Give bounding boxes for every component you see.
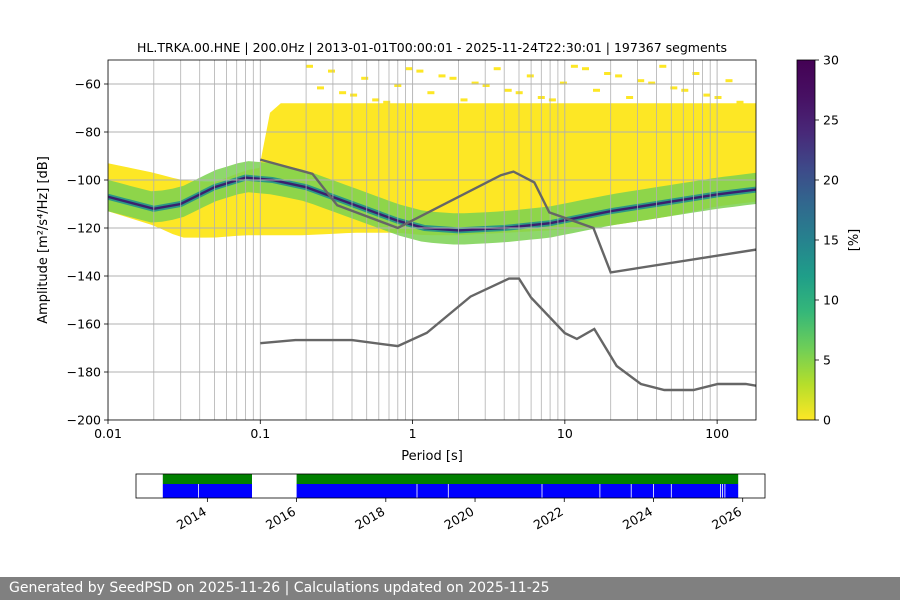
- psd-outlier-cell: [405, 67, 413, 71]
- plot-frame: [107, 59, 757, 421]
- colorbar-tick-label: 30: [823, 53, 839, 68]
- psd-outlier-cell: [438, 74, 446, 78]
- y-tick-label: −60: [75, 77, 101, 92]
- psd-outlier-cell: [339, 91, 347, 95]
- colorbar-label: [%]: [847, 229, 862, 252]
- footer-generated-date: 2025-11-26: [198, 580, 281, 596]
- psd-outlier-cell: [526, 74, 534, 78]
- colorbar-tick-label: 25: [823, 113, 839, 128]
- year-tick-label: 2022: [531, 504, 566, 533]
- grid: [108, 60, 756, 420]
- colorbar: [796, 59, 816, 421]
- psd-outlier-cell: [570, 64, 578, 68]
- psd-outlier-cell: [493, 67, 501, 71]
- availability-bar: [135, 473, 766, 499]
- year-tick-label: 2020: [441, 504, 476, 533]
- availability-segment-top: [162, 474, 252, 484]
- year-tick-label: 2014: [174, 504, 209, 533]
- footer: Generated by SeedPSD on 2025-11-26 | Cal…: [0, 577, 900, 600]
- psd-outlier-cell: [460, 98, 468, 102]
- year-tick-label: 2018: [352, 504, 387, 533]
- x-tick-label: 1: [409, 426, 417, 441]
- psd-outlier-cell: [604, 72, 612, 75]
- psd-outlier-cell: [725, 79, 733, 83]
- footer-generated-prefix: Generated by SeedPSD on: [9, 580, 195, 596]
- psd-outlier-cell: [328, 69, 335, 73]
- availability-segments: [162, 474, 739, 498]
- psd-outlier-cell: [482, 84, 490, 87]
- year-tick-label: 2026: [709, 504, 744, 533]
- y-axis-ticks: −200 −180 −160 −140 −120 −100 −80 −60: [67, 77, 108, 428]
- footer-separator: |: [284, 580, 290, 596]
- y-tick-label: −140: [67, 269, 101, 284]
- psd-outlier-cell: [670, 86, 678, 90]
- psd-outlier-cell: [593, 88, 600, 92]
- psd-outlier-cell: [559, 81, 567, 85]
- availability-segment: [162, 484, 252, 498]
- colorbar-tick-label: 15: [823, 233, 839, 248]
- psd-outlier-cell: [703, 93, 711, 97]
- year-tick-label: 2016: [263, 504, 298, 533]
- colorbar-ticks: 0 5 10 15 20 25 30: [815, 53, 839, 428]
- psd-histogram: [108, 64, 756, 245]
- psd-outlier-cell: [361, 76, 369, 80]
- availability-segment-top: [296, 474, 739, 484]
- psd-outlier-cell: [736, 100, 744, 104]
- psd-outlier-cell: [615, 74, 623, 78]
- x-tick-label: 100: [705, 426, 729, 441]
- nlnm-curve: [260, 277, 756, 392]
- psd-outlier-cell: [471, 81, 479, 85]
- chart-title: HL.TRKA.00.HNE | 200.0Hz | 2013-01-01T00…: [137, 40, 727, 55]
- x-axis-label: Period [s]: [401, 449, 463, 464]
- plot-area: [108, 60, 756, 420]
- psd-outlier-cell: [416, 69, 424, 73]
- y-tick-label: −120: [67, 221, 101, 236]
- availability-segment: [296, 484, 739, 498]
- y-tick-label: −80: [75, 125, 101, 140]
- x-tick-label: 0.01: [94, 426, 122, 441]
- psd-outlier-cell: [648, 81, 656, 85]
- y-tick-label: −200: [67, 413, 101, 428]
- footer-updated-prefix: Calculations updated on: [293, 580, 464, 596]
- psd-outlier-cell: [306, 64, 313, 68]
- psd-outlier-cell: [659, 64, 667, 68]
- y-tick-label: −180: [67, 365, 101, 380]
- psd-outlier-cell: [582, 67, 589, 71]
- psd-outlier-cell: [714, 96, 722, 99]
- psd-outlier-cell: [372, 98, 380, 102]
- psd-outlier-cell: [317, 86, 324, 90]
- noise-models: [259, 158, 756, 392]
- psd-outlier-cell: [681, 88, 689, 92]
- availability-year-ticks: 2014 2016 2018 2020 2022 2024 2026: [174, 498, 744, 533]
- psd-outlier-cell: [692, 72, 700, 75]
- year-tick-label: 2024: [620, 504, 655, 533]
- x-tick-label: 10: [557, 426, 573, 441]
- y-tick-label: −100: [67, 173, 101, 188]
- y-axis-label: Amplitude [m²/s⁴/Hz] [dB]: [36, 156, 51, 324]
- psd-outlier-cell: [626, 96, 634, 99]
- psd-outlier-cell: [504, 88, 512, 92]
- psd-outlier-cell: [637, 79, 645, 83]
- colorbar-tick-label: 20: [823, 173, 839, 188]
- colorbar-tick-label: 0: [823, 413, 831, 428]
- footer-updated-date: 2025-11-25: [468, 580, 550, 596]
- availability-frame: [135, 473, 766, 499]
- colorbar-tick-label: 5: [823, 353, 831, 368]
- psd-outlier-cell: [449, 76, 457, 80]
- colorbar-tick-label: 10: [823, 293, 839, 308]
- nhnm-curve: [259, 158, 756, 274]
- psd-outlier-cell: [350, 93, 358, 97]
- psd-outlier-cell: [427, 91, 435, 95]
- psd-outlier-cell: [548, 98, 556, 102]
- x-axis-ticks: 0.01 0.1 1 10 100: [94, 420, 729, 441]
- x-tick-label: 0.1: [250, 426, 270, 441]
- psd-outlier-cell: [383, 100, 391, 104]
- y-tick-label: −160: [67, 317, 101, 332]
